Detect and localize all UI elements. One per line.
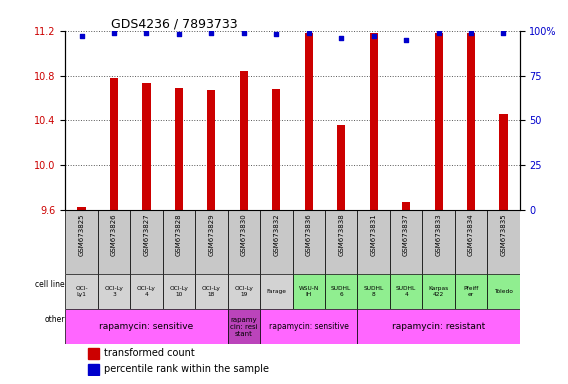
Bar	[88, 348, 99, 359]
Bar	[423, 274, 455, 309]
Bar	[130, 210, 162, 274]
Point	[207, 30, 216, 36]
Bar	[423, 210, 455, 274]
Bar	[207, 90, 215, 210]
Point	[304, 30, 314, 36]
Bar	[77, 207, 86, 210]
Bar	[455, 274, 487, 309]
Bar	[162, 210, 195, 274]
Bar	[65, 210, 98, 274]
Text: GSM673829: GSM673829	[208, 213, 214, 256]
Text: Farage: Farage	[266, 289, 286, 294]
Bar	[293, 210, 325, 274]
Text: rapamycin: sensitive: rapamycin: sensitive	[99, 322, 194, 331]
Point	[499, 30, 508, 36]
Bar	[357, 210, 390, 274]
Bar	[228, 274, 260, 309]
Bar	[435, 33, 442, 210]
Bar	[110, 78, 118, 210]
Bar	[390, 210, 423, 274]
Point	[110, 30, 119, 36]
Bar	[370, 33, 378, 210]
Text: GSM673838: GSM673838	[338, 213, 344, 256]
Bar	[195, 274, 228, 309]
Text: GSM673835: GSM673835	[500, 213, 507, 256]
Bar	[325, 274, 357, 309]
Bar	[98, 274, 130, 309]
Bar	[272, 89, 281, 210]
Text: OCI-Ly
19: OCI-Ly 19	[235, 286, 253, 297]
Bar	[240, 71, 248, 210]
Text: OCI-
Ly1: OCI- Ly1	[75, 286, 88, 297]
Text: GSM673834: GSM673834	[468, 213, 474, 256]
Text: cell line: cell line	[35, 280, 65, 289]
Text: Pfeiff
er: Pfeiff er	[463, 286, 479, 297]
Bar	[88, 364, 99, 375]
Bar	[260, 309, 357, 344]
Bar	[455, 210, 487, 274]
Text: GSM673833: GSM673833	[436, 213, 441, 256]
Point	[174, 31, 183, 37]
Bar	[130, 274, 162, 309]
Point	[434, 30, 443, 36]
Text: GSM673837: GSM673837	[403, 213, 409, 256]
Text: GSM673825: GSM673825	[78, 213, 85, 256]
Text: SUDHL
6: SUDHL 6	[331, 286, 352, 297]
Bar	[467, 33, 475, 210]
Bar	[293, 274, 325, 309]
Bar	[390, 274, 423, 309]
Text: transformed count: transformed count	[104, 348, 195, 358]
Point	[466, 30, 475, 36]
Bar	[487, 274, 520, 309]
Text: WSU-N
IH: WSU-N IH	[299, 286, 319, 297]
Text: SUDHL
8: SUDHL 8	[364, 286, 384, 297]
Bar	[65, 274, 98, 309]
Bar	[402, 202, 410, 210]
Text: GSM673830: GSM673830	[241, 213, 247, 256]
Bar	[260, 274, 293, 309]
Bar	[260, 210, 293, 274]
Text: GSM673826: GSM673826	[111, 213, 117, 256]
Text: GDS4236 / 7893733: GDS4236 / 7893733	[111, 18, 237, 31]
Bar	[65, 309, 228, 344]
Text: OCI-Ly
4: OCI-Ly 4	[137, 286, 156, 297]
Text: percentile rank within the sample: percentile rank within the sample	[104, 364, 269, 374]
Bar	[195, 210, 228, 274]
Bar	[228, 210, 260, 274]
Text: Toledo: Toledo	[494, 289, 513, 294]
Text: GSM673828: GSM673828	[176, 213, 182, 256]
Bar	[143, 83, 151, 210]
Text: OCI-Ly
18: OCI-Ly 18	[202, 286, 221, 297]
Point	[77, 33, 86, 39]
Bar	[357, 274, 390, 309]
Bar	[337, 125, 345, 210]
Point	[402, 36, 411, 43]
Point	[337, 35, 346, 41]
Text: Karpas
422: Karpas 422	[428, 286, 449, 297]
Bar	[175, 88, 183, 210]
Point	[272, 31, 281, 37]
Text: other: other	[44, 315, 65, 324]
Text: GSM673836: GSM673836	[306, 213, 312, 256]
Bar	[499, 114, 508, 210]
Text: SUDHL
4: SUDHL 4	[396, 286, 416, 297]
Text: GSM673831: GSM673831	[371, 213, 377, 256]
Text: GSM673832: GSM673832	[273, 213, 279, 256]
Bar	[487, 210, 520, 274]
Text: rapamycin: sensitive: rapamycin: sensitive	[269, 322, 349, 331]
Bar	[357, 309, 520, 344]
Bar	[162, 274, 195, 309]
Point	[142, 30, 151, 36]
Text: rapamycin: resistant: rapamycin: resistant	[392, 322, 485, 331]
Text: GSM673827: GSM673827	[144, 213, 149, 256]
Text: rapamy
cin: resi
stant: rapamy cin: resi stant	[230, 317, 258, 337]
Point	[239, 30, 248, 36]
Bar	[228, 309, 260, 344]
Bar	[325, 210, 357, 274]
Point	[369, 33, 378, 39]
Text: OCI-Ly
10: OCI-Ly 10	[169, 286, 189, 297]
Bar	[304, 33, 313, 210]
Text: OCI-Ly
3: OCI-Ly 3	[105, 286, 123, 297]
Bar	[98, 210, 130, 274]
